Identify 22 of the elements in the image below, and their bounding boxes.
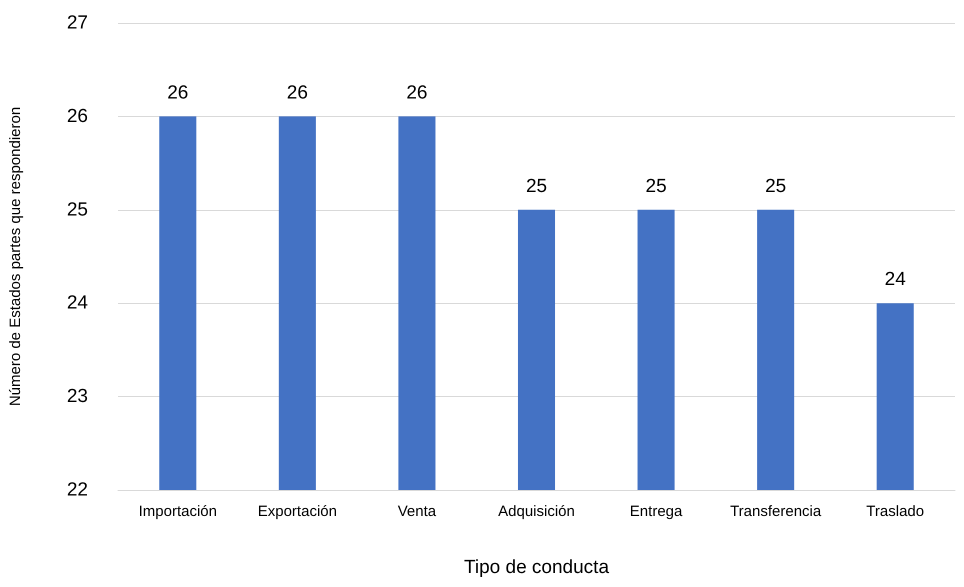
x-tick-label: Importación: [138, 503, 217, 520]
x-tick-label: Transferencia: [730, 503, 822, 520]
y-tick-label: 25: [66, 199, 88, 220]
y-axis-title: Número de Estados partes que respondieron: [7, 106, 24, 406]
y-tick-label: 26: [66, 106, 88, 127]
data-label: 26: [167, 82, 188, 104]
x-axis-title: Tipo de conducta: [464, 557, 610, 578]
data-label: 25: [646, 176, 667, 197]
data-label: 25: [526, 176, 548, 197]
data-label: 24: [884, 269, 906, 290]
x-tick-label: Exportación: [258, 503, 337, 520]
x-tick-label: Adquisición: [498, 503, 575, 520]
x-tick-label: Entrega: [630, 503, 683, 520]
x-tick-label: Traslado: [866, 503, 924, 520]
x-tick-label: Venta: [398, 503, 437, 520]
data-label: 26: [286, 82, 308, 104]
y-tick-label: 27: [66, 12, 88, 34]
data-label: 25: [765, 176, 786, 197]
data-label: 26: [406, 82, 428, 104]
y-tick-label: 22: [66, 480, 88, 500]
y-tick-label: 24: [66, 292, 88, 314]
y-tick-label: 23: [66, 386, 88, 408]
